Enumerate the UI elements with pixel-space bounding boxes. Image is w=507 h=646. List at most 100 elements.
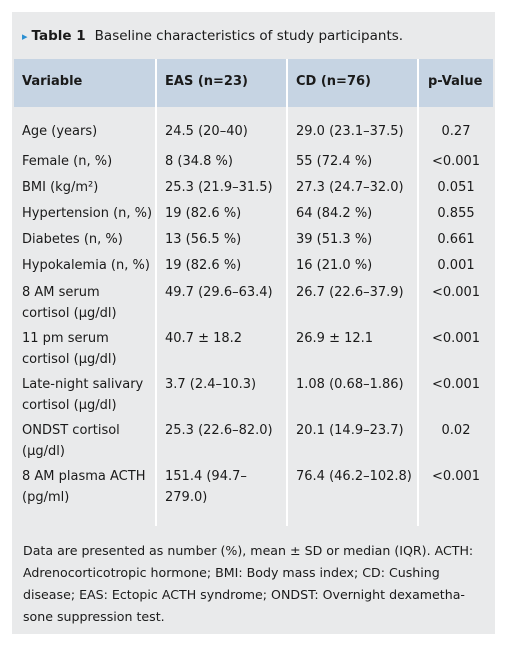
cell-variable-line: Late-night salivary <box>22 377 144 392</box>
cell-variable-line: 8 AM plasma ACTH <box>22 469 146 484</box>
cell-eas-line: 40.7 ± 18.2 <box>165 331 243 346</box>
cell-p-value: 0.001 <box>437 258 475 273</box>
cell-cd-line: 55 (72.4 %) <box>296 154 373 169</box>
cell-eas: 40.7 ± 18.2 <box>165 328 242 349</box>
cell-p-value: 0.051 <box>437 180 475 195</box>
cell-p-value: 0.27 <box>441 124 471 139</box>
cell-cd-line: 1.08 (0.68–1.86) <box>296 377 404 392</box>
cell-eas: 24.5 (20–40) <box>165 121 248 142</box>
cell-eas: 8 (34.8 %) <box>165 151 233 172</box>
cell-eas-line: 8 (34.8 %) <box>165 154 233 169</box>
cell-cd: 55 (72.4 %) <box>296 151 372 172</box>
cell-cd-line: 39 (51.3 %) <box>296 232 373 247</box>
cell-p-value: 0.855 <box>437 206 475 221</box>
cell-variable-line: Hypokalemia (n, %) <box>22 258 150 273</box>
cell-variable: ONDST cortisol (µg/dl) <box>22 420 120 462</box>
cell-eas: 3.7 (2.4–10.3) <box>165 374 256 395</box>
cell-p-value: <0.001 <box>431 285 481 300</box>
cell-p-value: 0.661 <box>437 232 475 247</box>
cell-p-value: <0.001 <box>431 331 481 346</box>
cell-cd-line: 26.7 (22.6–37.9) <box>296 285 404 300</box>
cell-variable-line: cortisol (µg/dl) <box>22 398 117 413</box>
cell-eas: 19 (82.6 %) <box>165 203 241 224</box>
cell-variable-line: 8 AM serum <box>22 285 100 300</box>
cell-variable: BMI (kg/m²) <box>22 177 98 198</box>
cell-eas: 49.7 (29.6–63.4) <box>165 282 273 303</box>
cell-eas-line: 151.4 (94.7– <box>165 469 247 484</box>
cell-variable-line: Female (n, %) <box>22 154 113 169</box>
cell-eas-line: 25.3 (22.6–82.0) <box>165 423 273 438</box>
cell-variable-line: ONDST cortisol <box>22 423 120 438</box>
caption-triangle-icon: ▸ <box>22 30 28 43</box>
cell-cd: 39 (51.3 %) <box>296 229 372 250</box>
cell-variable-line: cortisol (µg/dl) <box>22 352 117 367</box>
cell-cd: 16 (21.0 %) <box>296 255 372 276</box>
cell-variable: 8 AM serum cortisol (µg/dl) <box>22 282 117 324</box>
cell-eas-line: 13 (56.5 %) <box>165 232 242 247</box>
footnote-line: Data are presented as number (%), mean ±… <box>23 543 474 558</box>
column-divider <box>155 59 157 526</box>
cell-cd: 76.4 (46.2–102.8) <box>296 466 412 487</box>
cell-cd: 20.1 (14.9–23.7) <box>296 420 404 441</box>
cell-variable: Hypertension (n, %) <box>22 203 152 224</box>
cell-variable-line: BMI (kg/m²) <box>22 180 99 195</box>
cell-eas: 25.3 (22.6–82.0) <box>165 420 273 441</box>
cell-variable: 8 AM plasma ACTH (pg/ml) <box>22 466 145 508</box>
cell-p-value: 0.02 <box>441 423 471 438</box>
cell-eas: 25.3 (21.9–31.5) <box>165 177 273 198</box>
cell-eas-line: 25.3 (21.9–31.5) <box>165 180 273 195</box>
footnote-line: sone suppression test. <box>23 609 165 624</box>
cell-eas-line: 3.7 (2.4–10.3) <box>165 377 257 392</box>
cell-eas-line: 19 (82.6 %) <box>165 206 242 221</box>
cell-cd-line: 64 (84.2 %) <box>296 206 373 221</box>
table-footnote: Data are presented as number (%), mean ±… <box>14 533 493 632</box>
cell-cd: 64 (84.2 %) <box>296 203 372 224</box>
cell-variable-line: (µg/dl) <box>22 444 65 459</box>
cell-cd: 26.7 (22.6–37.9) <box>296 282 404 303</box>
cell-cd: 29.0 (23.1–37.5) <box>296 121 404 142</box>
cell-variable-line: cortisol (µg/dl) <box>22 306 117 321</box>
cell-variable-line: Diabetes (n, %) <box>22 232 123 247</box>
footnote-line: Adrenocorticotropic hormone; BMI: Body m… <box>23 565 440 580</box>
cell-variable: Late-night salivary cortisol (µg/dl) <box>22 374 143 416</box>
cell-variable-line: 11 pm serum <box>22 331 109 346</box>
header-eas: EAS (n=23) <box>165 74 248 89</box>
table-body <box>14 113 493 526</box>
cell-eas: 13 (56.5 %) <box>165 229 241 250</box>
cell-variable: Age (years) <box>22 121 97 142</box>
header-p-value: p-Value <box>428 74 483 89</box>
column-divider <box>286 59 288 526</box>
table-title: Baseline characteristics of study partic… <box>94 28 404 44</box>
column-divider <box>417 59 419 526</box>
cell-cd-line: 29.0 (23.1–37.5) <box>296 124 404 139</box>
cell-cd: 26.9 ± 12.1 <box>296 328 373 349</box>
cell-variable: Diabetes (n, %) <box>22 229 123 250</box>
cell-variable-line: Hypertension (n, %) <box>22 206 153 221</box>
cell-eas-line: 24.5 (20–40) <box>165 124 248 139</box>
header-variable: Variable <box>22 74 83 89</box>
header-cd: CD (n=76) <box>296 74 371 89</box>
cell-eas-line: 279.0) <box>165 490 208 505</box>
table-header-row <box>14 59 493 107</box>
cell-variable-line: Age (years) <box>22 124 98 139</box>
cell-cd-line: 20.1 (14.9–23.7) <box>296 423 404 438</box>
cell-eas-line: 19 (82.6 %) <box>165 258 242 273</box>
cell-p-value: <0.001 <box>431 377 481 392</box>
cell-variable: 11 pm serum cortisol (µg/dl) <box>22 328 117 370</box>
cell-cd: 1.08 (0.68–1.86) <box>296 374 404 395</box>
cell-variable-line: (pg/ml) <box>22 490 70 505</box>
cell-cd: 27.3 (24.7–32.0) <box>296 177 404 198</box>
table-caption: ▸ Table 1 Baseline characteristics of stud… <box>14 14 493 52</box>
cell-variable: Hypokalemia (n, %) <box>22 255 150 276</box>
cell-p-value: <0.001 <box>431 154 481 169</box>
table-number: Table 1 <box>31 28 86 44</box>
cell-eas: 151.4 (94.7– 279.0) <box>165 466 247 508</box>
cell-cd-line: 27.3 (24.7–32.0) <box>296 180 404 195</box>
cell-cd-line: 16 (21.0 %) <box>296 258 373 273</box>
cell-cd-line: 26.9 ± 12.1 <box>296 331 374 346</box>
cell-cd-line: 76.4 (46.2–102.8) <box>296 469 412 484</box>
cell-eas-line: 49.7 (29.6–63.4) <box>165 285 273 300</box>
footnote-line: disease; EAS: Ectopic ACTH syndrome; OND… <box>23 587 465 602</box>
cell-eas: 19 (82.6 %) <box>165 255 241 276</box>
cell-variable: Female (n, %) <box>22 151 112 172</box>
